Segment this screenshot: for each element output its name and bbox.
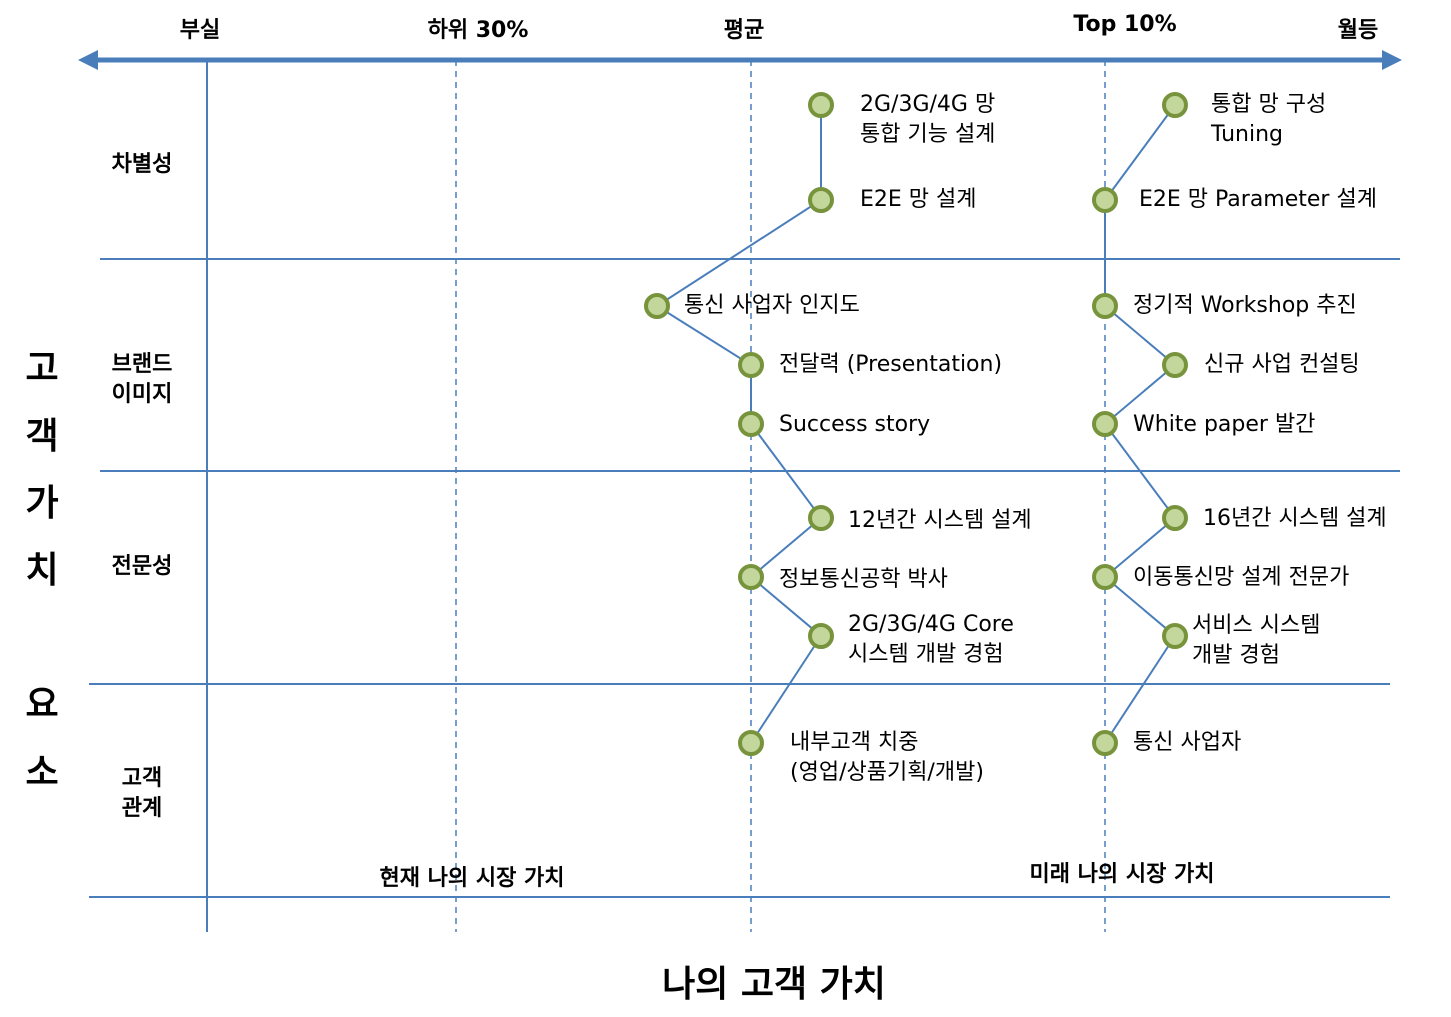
y-axis-title-char: 객 (25, 416, 59, 457)
category-label-customer-relation: 고객 관계 (121, 766, 163, 821)
level-label-top10: Top 10% (1073, 12, 1177, 37)
y-axis-title-char: 치 (25, 550, 59, 591)
level-label-bottom30: 하위 30% (427, 18, 529, 43)
future-item-label: 신규 사업 컨설팅 (1204, 352, 1360, 377)
current-profile-node (808, 505, 834, 531)
category-label-expertise: 전문성 (111, 554, 173, 579)
current-item-label: 2G/3G/4G Core 시스템 개발 경험 (848, 612, 1014, 667)
current-profile-node (738, 730, 764, 756)
current-profile-node (808, 92, 834, 118)
current-item-label: 12년간 시스템 설계 (848, 508, 1032, 533)
level-label-poor: 부실 (179, 18, 221, 43)
level-label-average: 평균 (723, 18, 765, 43)
future-profile-series (1092, 92, 1188, 756)
current-item-label: 전달력 (Presentation) (779, 352, 1003, 377)
future-profile-node (1092, 730, 1118, 756)
y-axis-title-char: 소 (25, 752, 59, 793)
future-item-label: 이동통신망 설계 전문가 (1133, 565, 1350, 590)
future-profile-node (1092, 411, 1118, 437)
future-profile-node (1092, 293, 1118, 319)
current-profile-node (808, 623, 834, 649)
category-label-brand-image: 브랜드 이미지 (111, 352, 173, 407)
y-axis-title-char: 가 (25, 483, 59, 524)
future-profile-node (1162, 505, 1188, 531)
current-value-label: 현재 나의 시장 가치 (379, 866, 565, 891)
current-profile-node (738, 352, 764, 378)
current-item-label: 통신 사업자 인지도 (684, 293, 860, 318)
current-item-label: Success story (779, 412, 931, 437)
category-label-differentiation: 차별성 (111, 152, 173, 177)
future-item-label: E2E 망 Parameter 설계 (1139, 187, 1377, 212)
current-item-label: E2E 망 설계 (860, 187, 977, 212)
current-profile-series (644, 92, 834, 756)
current-item-label: 2G/3G/4G 망 통합 기능 설계 (860, 92, 996, 147)
current-item-label: 정보통신공학 박사 (779, 567, 948, 592)
current-item-label: 내부고객 치중 (영업/상품기획/개발) (790, 730, 984, 785)
level-label-excellent: 월등 (1337, 18, 1379, 43)
future-profile-node (1162, 352, 1188, 378)
current-profile-node (808, 187, 834, 213)
y-axis-title-char: 요 (25, 684, 59, 725)
current-profile-node (644, 293, 670, 319)
future-profile-node (1162, 623, 1188, 649)
future-item-label: 통신 사업자 (1133, 730, 1242, 755)
future-profile-node (1092, 187, 1118, 213)
y-axis-title-char: 고 (25, 348, 59, 389)
future-item-label: 통합 망 구성 Tuning (1211, 92, 1327, 147)
future-item-label: 16년간 시스템 설계 (1203, 506, 1387, 531)
future-item-label: White paper 발간 (1133, 412, 1316, 437)
future-item-label: 서비스 시스템 개발 경험 (1192, 613, 1321, 668)
future-value-label: 미래 나의 시장 가치 (1029, 862, 1215, 887)
x-axis-title: 나의 고객 가치 (662, 964, 886, 1005)
current-profile-node (738, 411, 764, 437)
future-profile-node (1092, 564, 1118, 590)
future-profile-node (1162, 92, 1188, 118)
future-item-label: 정기적 Workshop 추진 (1133, 293, 1357, 318)
current-profile-node (738, 564, 764, 590)
